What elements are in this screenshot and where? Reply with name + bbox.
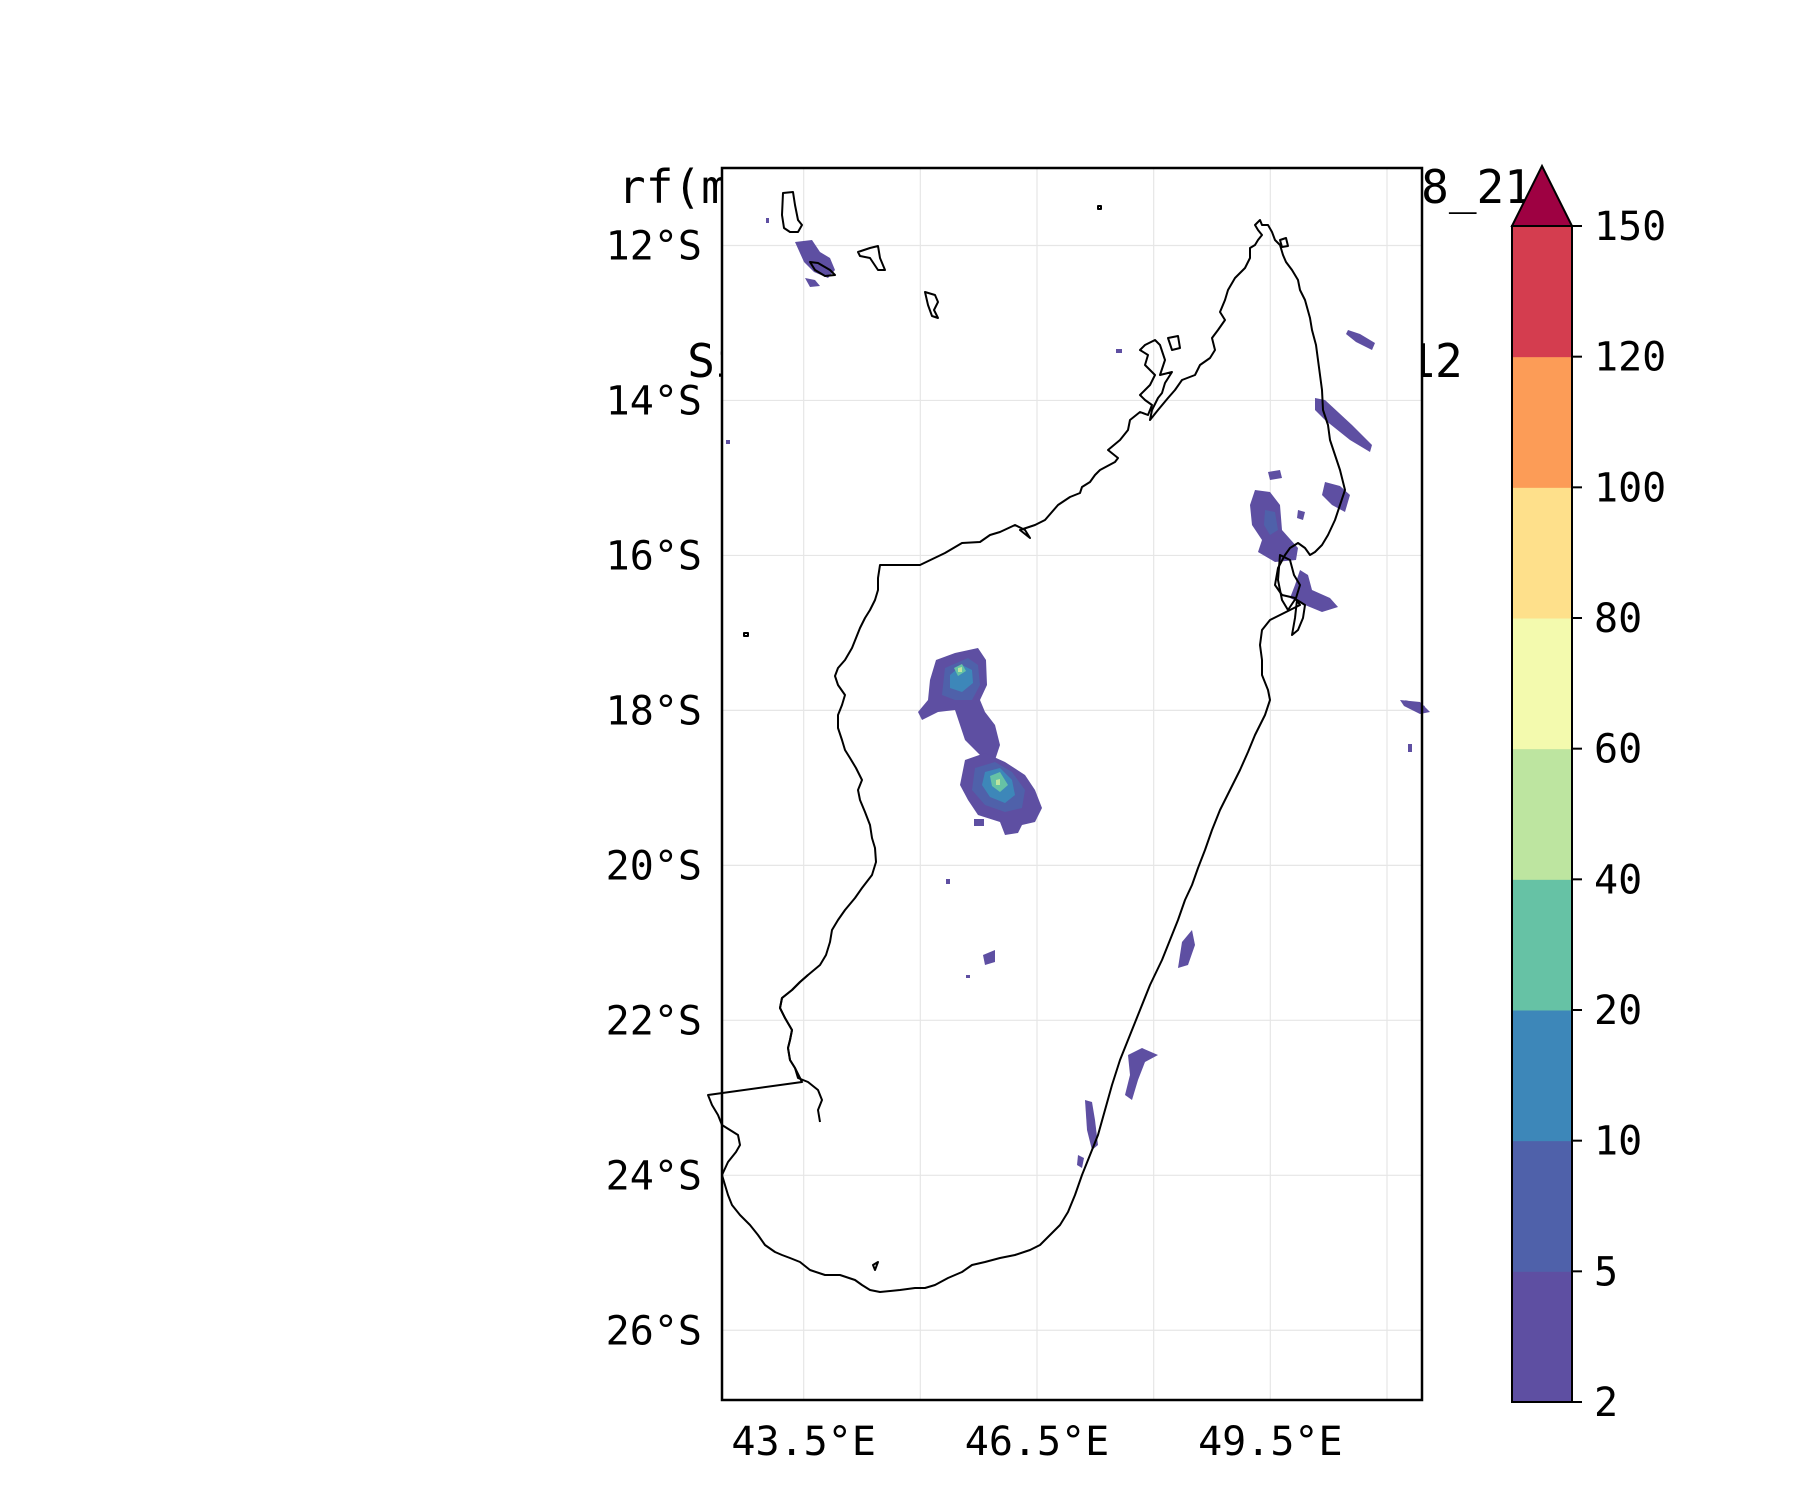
rain-patch (1116, 349, 1122, 353)
lat-tick-label: 26°S (606, 1308, 702, 1354)
colorbar: 2 5 10 20 40 60 80 100 120 150 (1510, 163, 1666, 1426)
rain-patch (958, 667, 962, 672)
rain-patch (1322, 482, 1350, 512)
colorbar-tick-label: 120 (1594, 335, 1666, 381)
lat-tick-label: 16°S (606, 533, 702, 579)
island-outline (781, 191, 803, 233)
colorbar-segment (1512, 1010, 1572, 1142)
island-outline (1291, 599, 1306, 636)
latitude-axis: 12°S 14°S 16°S 18°S 20°S 22°S 24°S 26°S (606, 223, 702, 1354)
rain-patch (946, 879, 950, 884)
rain-patch (974, 819, 984, 826)
colorbar-tick-label: 20 (1594, 988, 1642, 1034)
rain-patch (983, 950, 995, 965)
map-background (722, 168, 1422, 1400)
rain-patch (950, 665, 973, 692)
rain-patch (1408, 744, 1412, 752)
rain-patch (795, 240, 835, 278)
colorbar-tick-label: 40 (1594, 857, 1642, 903)
rain-patch (1315, 398, 1372, 452)
colorbar-segment (1512, 748, 1572, 880)
rain-patch (966, 975, 970, 978)
lat-tick-label: 24°S (606, 1153, 702, 1199)
island-outline (1277, 554, 1301, 611)
colorbar-tick-label: 100 (1594, 465, 1666, 511)
colorbar-segment (1512, 618, 1572, 750)
rain-patch (1264, 510, 1278, 535)
colorbar-tick-label: 150 (1594, 204, 1666, 250)
rain-patch (766, 218, 769, 223)
rain-patch (1290, 570, 1338, 612)
rain-patch (1077, 1155, 1084, 1168)
colorbar-tick-label: 5 (1594, 1249, 1618, 1295)
island-outline (1167, 335, 1181, 351)
colorbar-tick-label: 60 (1594, 727, 1642, 773)
colorbar-segment (1512, 1140, 1572, 1272)
rain-patch (1297, 510, 1305, 520)
lon-tick-label: 49.5°E (1198, 1419, 1343, 1465)
colorbar-extend-arrow (1510, 163, 1574, 227)
lat-tick-label: 22°S (606, 998, 702, 1044)
island-outline (857, 245, 886, 271)
lat-tick-label: 18°S (606, 688, 702, 734)
lat-tick-label: 20°S (606, 843, 702, 889)
madagascar-west-coast (779, 974, 823, 1123)
gridlines (722, 168, 1422, 1400)
rain-patch (805, 278, 820, 287)
colorbar-segment (1512, 1271, 1572, 1403)
island-outline (1279, 237, 1289, 248)
rain-patch (918, 648, 1000, 765)
island-outline (872, 1261, 879, 1271)
rain-patch (1085, 1100, 1098, 1150)
rainfall-contours (726, 218, 1430, 1168)
rain-patch (1346, 330, 1375, 350)
colorbar-segment (1512, 879, 1572, 1011)
lon-tick-label: 43.5°E (731, 1419, 876, 1465)
coastline (707, 191, 1346, 1293)
map-frame (720, 166, 1424, 1402)
colorbar-tick-label: 2 (1594, 1380, 1618, 1426)
colorbar-tick-label: 80 (1594, 596, 1642, 642)
map-panel: 12°S14°S16°S18°S20°S22°S24°S26°S 43.5°E 4… (606, 166, 1430, 1465)
lat-tick-label: 14°S (606, 378, 702, 424)
lat-tick-label: 12°S (606, 223, 702, 269)
colorbar-segment (1512, 487, 1572, 619)
rain-patch (1178, 930, 1195, 968)
island-outline (924, 291, 939, 319)
island-outline (1097, 205, 1102, 210)
island-outline (743, 632, 749, 637)
rain-patch (1268, 470, 1282, 480)
colorbar-frame (1511, 225, 1573, 1403)
lon-tick-label: 46.5°E (965, 1419, 1110, 1465)
colorbar-segment (1512, 356, 1572, 488)
rain-patch (1125, 1048, 1158, 1100)
colorbar-segment (1512, 226, 1572, 358)
colorbar-tick-label: 10 (1594, 1119, 1642, 1165)
island-outline (809, 261, 836, 277)
rain-patch (996, 779, 1000, 785)
rain-patch (726, 440, 730, 444)
longitude-axis: 43.5°E 46.5°E 49.5°E (731, 1419, 1342, 1465)
rain-patch (1405, 700, 1425, 712)
